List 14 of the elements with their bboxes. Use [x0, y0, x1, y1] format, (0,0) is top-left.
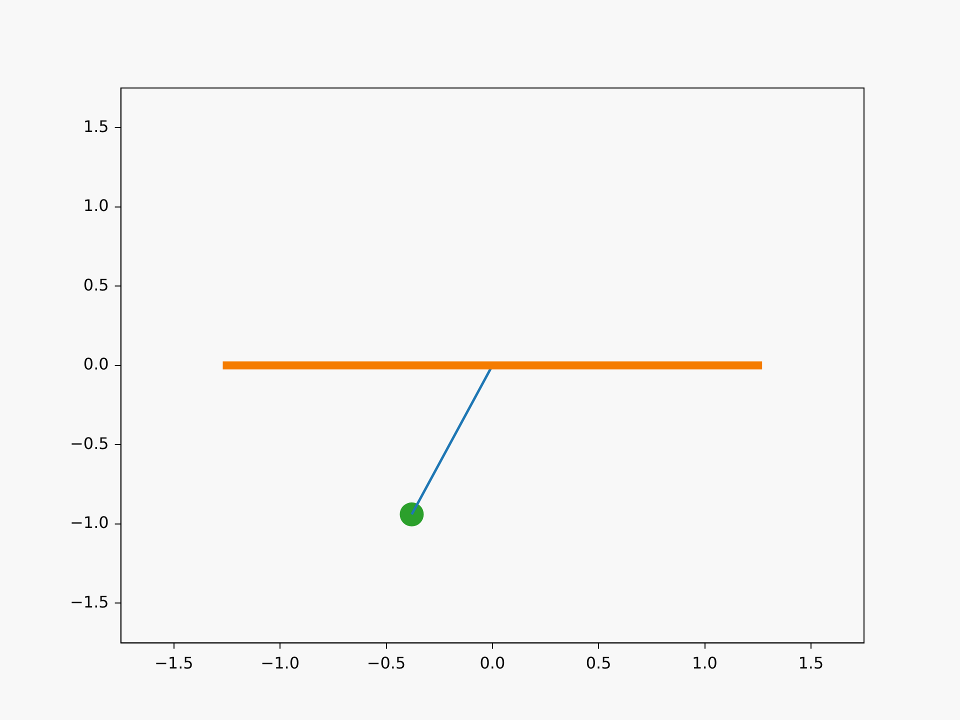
y-tick-label: 1.0	[83, 196, 109, 216]
y-tick-label: 0.0	[83, 354, 109, 374]
y-tick-label: −0.5	[70, 434, 109, 453]
x-tick-label: 0.5	[586, 654, 612, 673]
x-tick-label: 1.5	[798, 654, 824, 673]
x-tick-label: −1.0	[260, 654, 300, 673]
x-tick-label: −0.5	[366, 654, 406, 673]
x-tick-label: −1.5	[154, 654, 194, 673]
y-tick-label: −1.0	[70, 513, 109, 532]
x-tick-label: 1.0	[692, 654, 718, 673]
x-tick-label: 0.0	[480, 654, 506, 673]
y-tick-label: 1.5	[83, 116, 109, 136]
y-tick-label: −1.5	[70, 592, 109, 612]
y-tick-label: 0.5	[83, 275, 109, 294]
